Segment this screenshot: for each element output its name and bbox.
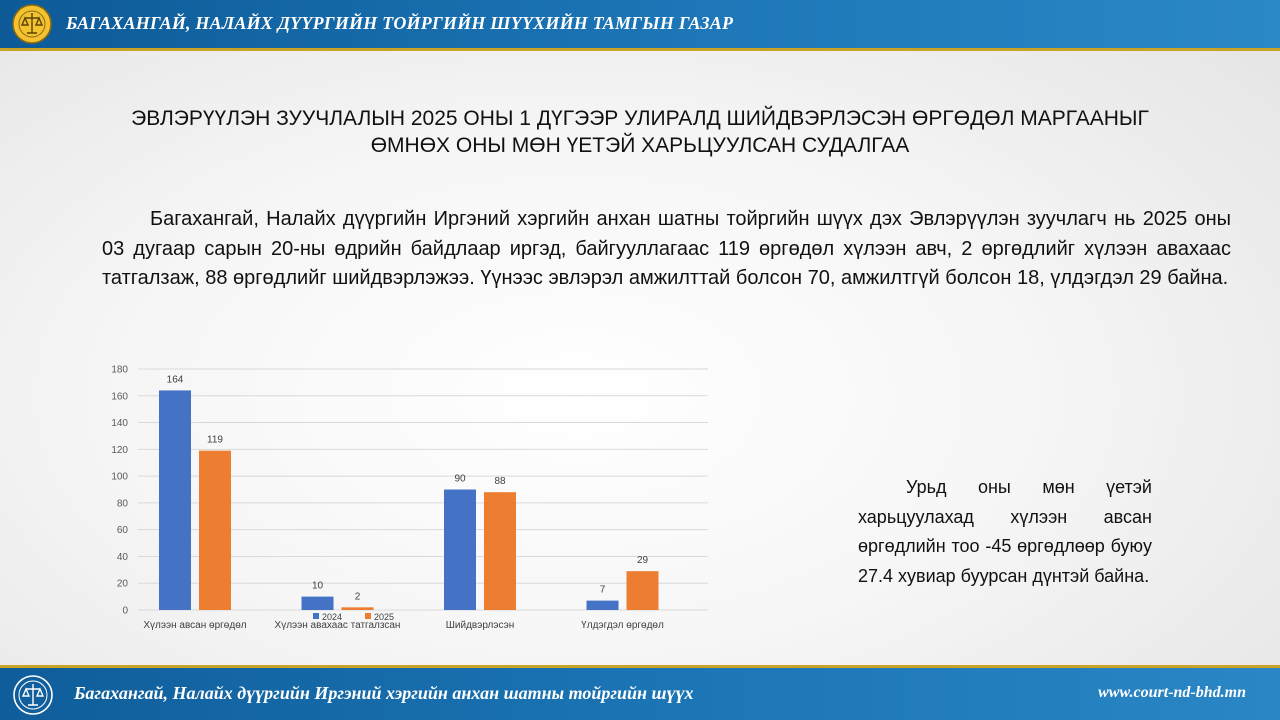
y-tick-label: 120 bbox=[111, 445, 128, 456]
header-title: БАГАХАНГАЙ, НАЛАЙХ ДҮҮРГИЙН ТОЙРГИЙН ШҮҮ… bbox=[66, 13, 734, 33]
bar bbox=[444, 489, 476, 610]
data-label: 29 bbox=[637, 555, 649, 566]
footer-website-link[interactable]: www.court-nd-bhd.mn bbox=[1098, 684, 1246, 701]
court-emblem-icon bbox=[12, 4, 52, 44]
y-tick-label: 180 bbox=[111, 365, 128, 376]
y-tick-label: 0 bbox=[122, 606, 128, 617]
footer-divider bbox=[0, 665, 1280, 668]
y-tick-label: 80 bbox=[117, 498, 129, 509]
legend-label: 2025 bbox=[374, 612, 394, 622]
comparison-chart: 0 20 40 60 80 100 120 140 160 180 164 119 Хүлээн авс… bbox=[98, 360, 718, 640]
bar bbox=[586, 600, 619, 610]
y-tick-label: 140 bbox=[111, 418, 128, 429]
data-label: 88 bbox=[494, 476, 506, 487]
bar bbox=[626, 571, 659, 610]
summary-paragraph: Багахангай, Налайх дүүргийн Иргэний хэрг… bbox=[102, 208, 1231, 289]
data-label: 164 bbox=[167, 374, 184, 385]
y-tick-label: 160 bbox=[111, 391, 128, 402]
header-divider bbox=[0, 48, 1280, 51]
header-bar bbox=[0, 0, 1280, 48]
bar bbox=[341, 607, 374, 610]
legend-swatch bbox=[365, 613, 371, 619]
footer-court-name: Багахангай, Налайх дүүргийн Иргэний хэрг… bbox=[74, 683, 694, 703]
data-label: 119 bbox=[207, 435, 223, 446]
data-label: 90 bbox=[454, 474, 466, 485]
data-label: 2 bbox=[355, 591, 361, 602]
bar bbox=[199, 450, 231, 610]
data-label: 7 bbox=[600, 585, 606, 596]
court-emblem-icon bbox=[13, 675, 53, 715]
legend-label: 2024 bbox=[322, 612, 342, 622]
category-label: Үлдэгдэл өргөдөл bbox=[581, 620, 664, 631]
y-tick-label: 60 bbox=[117, 525, 129, 536]
bar bbox=[484, 492, 516, 610]
bar-chart-svg: 0 20 40 60 80 100 120 140 160 180 164 119 Хүлээн авс… bbox=[111, 365, 708, 631]
bar bbox=[301, 596, 334, 610]
y-tick-label: 40 bbox=[117, 552, 129, 563]
page-title-line-1: ЭВЛЭРҮҮЛЭН ЗУУЧЛАЛЫН 2025 ОНЫ 1 ДҮГЭЭР У… bbox=[131, 107, 1149, 130]
y-tick-label: 100 bbox=[111, 472, 128, 483]
legend-swatch bbox=[313, 613, 319, 619]
page-title-line-2: ӨМНӨХ ОНЫ МӨН ҮЕТЭЙ ХАРЬЦУУЛСАН СУДАЛГАА bbox=[370, 134, 910, 157]
category-label: Шийдвэрлэсэн bbox=[446, 620, 514, 631]
page-title: ЭВЛЭРҮҮЛЭН ЗУУЧЛАЛЫН 2025 ОНЫ 1 ДҮГЭЭР У… bbox=[40, 105, 1240, 159]
category-label: Хүлээн авсан өргөдөл bbox=[143, 620, 246, 631]
data-label: 10 bbox=[312, 581, 324, 592]
bar bbox=[159, 390, 191, 610]
footer-bar bbox=[0, 668, 1280, 720]
y-tick-label: 20 bbox=[117, 579, 129, 590]
comparison-note: Урьд оны мөн үетэй харьцуулахад хүлээн а… bbox=[858, 477, 1152, 586]
category-label: Хүлээн авахаас татгалзсан bbox=[275, 620, 401, 631]
